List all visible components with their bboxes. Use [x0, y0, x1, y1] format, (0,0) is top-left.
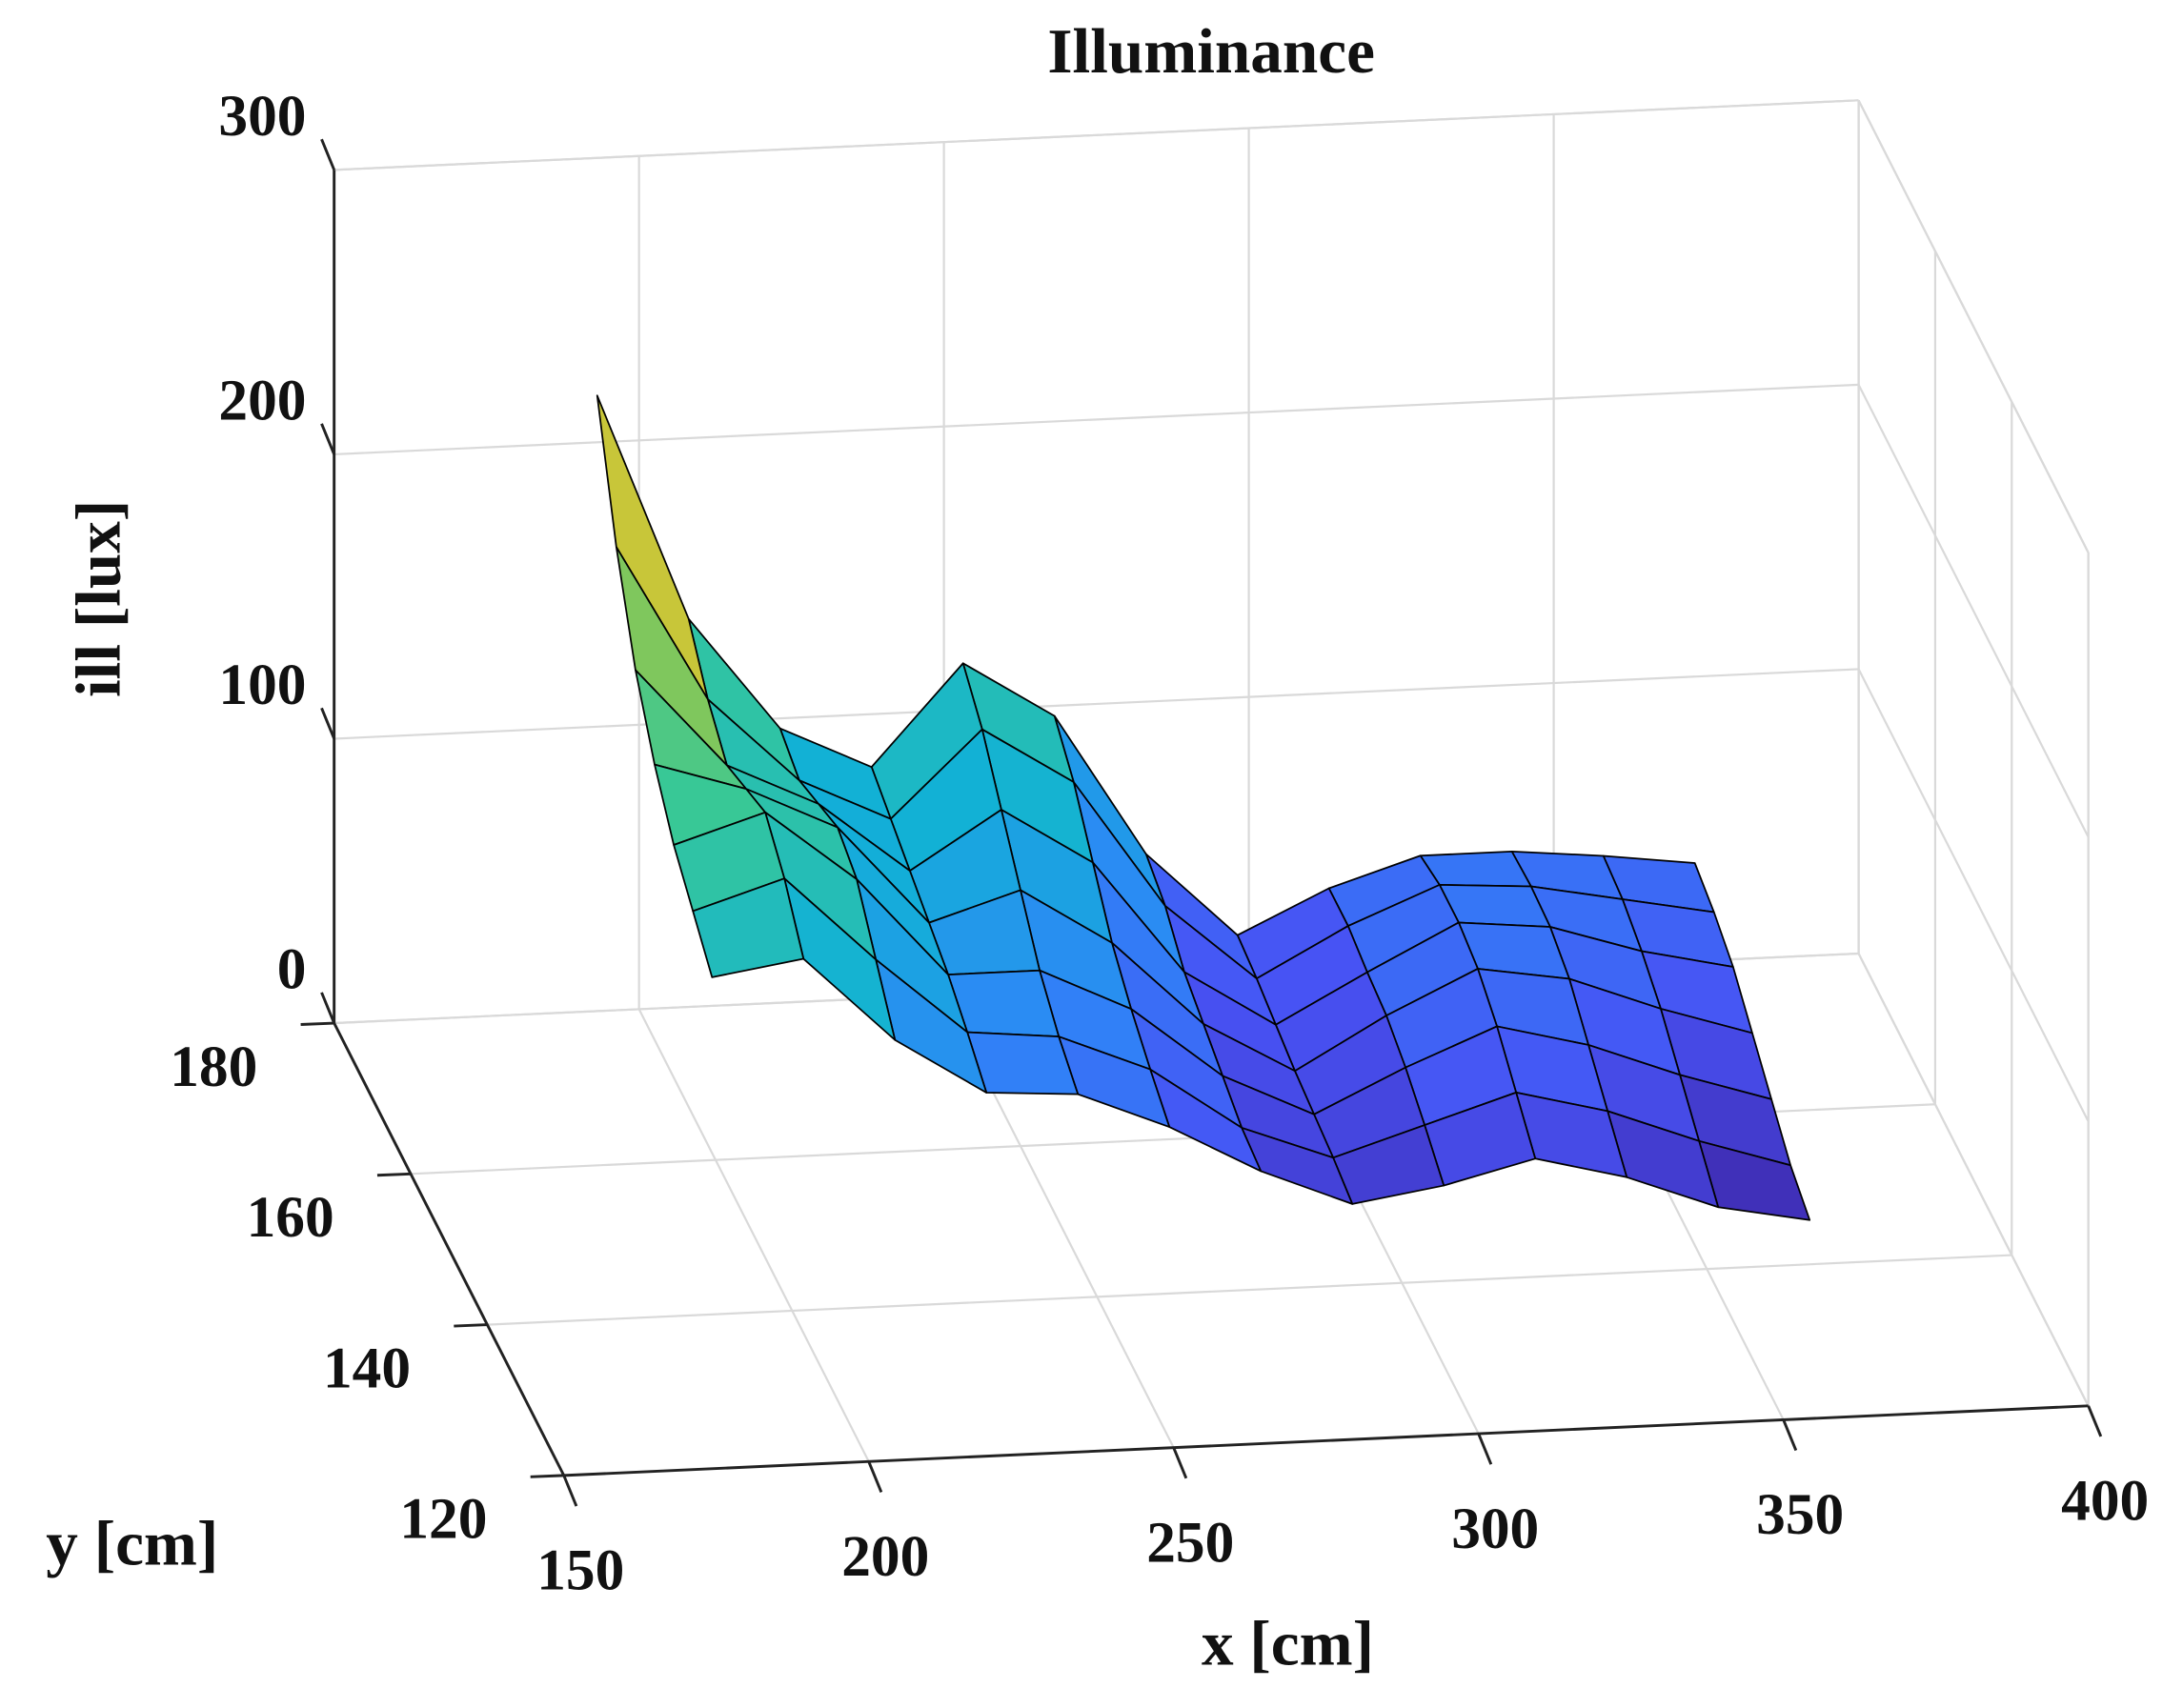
z-tick — [320, 992, 336, 1024]
x-tick-label: 200 — [841, 1524, 929, 1589]
z-tick-label: 300 — [218, 84, 306, 149]
grid-line — [334, 383, 1859, 456]
x-tick — [1172, 1447, 1188, 1479]
y-tick — [376, 1172, 412, 1177]
y-axis-label: y [cm] — [46, 1507, 218, 1578]
x-tick — [2087, 1405, 2103, 1437]
grid-line — [1857, 953, 2090, 1407]
y-tick-label: 140 — [323, 1336, 411, 1400]
y-tick-label: 180 — [170, 1035, 257, 1099]
z-tick-label: 0 — [277, 936, 307, 1001]
y-tick — [454, 1323, 488, 1328]
z-tick-label: 200 — [218, 368, 306, 432]
grid-line — [1857, 384, 2090, 838]
grid-line — [637, 1008, 870, 1462]
y-axis — [333, 1022, 566, 1477]
y-tick — [530, 1474, 564, 1478]
x-tick-label: 300 — [1451, 1497, 1539, 1561]
x-tick-label: 350 — [1756, 1482, 1844, 1547]
grid-line — [334, 668, 1859, 740]
y-tick-label: 160 — [247, 1185, 334, 1250]
z-tick — [320, 423, 336, 455]
x-tick — [1782, 1418, 1798, 1452]
x-tick — [1477, 1433, 1493, 1465]
x-tick — [562, 1475, 578, 1507]
chart-title: Illuminance — [1047, 15, 1375, 87]
z-tick — [320, 707, 336, 740]
x-tick-label: 250 — [1146, 1510, 1234, 1575]
x-axis — [563, 1404, 2089, 1477]
grid-line — [334, 99, 1859, 171]
x-tick — [867, 1460, 883, 1493]
surface-face — [692, 877, 805, 978]
x-axis-label: x [cm] — [1202, 1608, 1374, 1679]
grid-line — [1857, 99, 2090, 553]
z-tick-label: 100 — [218, 653, 306, 717]
y-tick — [300, 1021, 334, 1026]
z-axis-label: ill [lux] — [63, 500, 134, 697]
x-tick-label: 150 — [536, 1538, 624, 1603]
x-tick-label: 400 — [2061, 1469, 2149, 1534]
grid-line — [1857, 668, 2090, 1122]
z-tick — [320, 138, 336, 171]
y-tick-label: 120 — [399, 1487, 487, 1552]
grid-line — [487, 1254, 2012, 1326]
